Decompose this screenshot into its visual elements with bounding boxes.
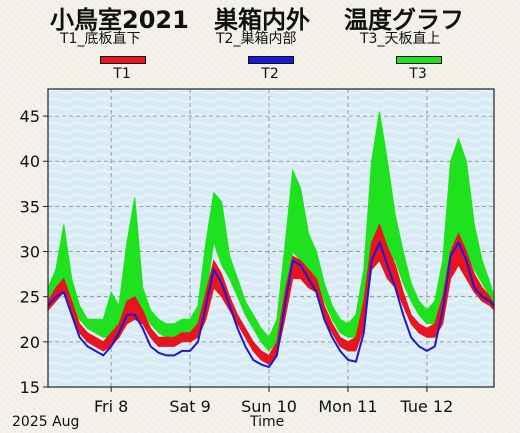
series-t2-line xyxy=(47,241,495,369)
grid-lines xyxy=(48,89,494,387)
y-tick-label: 45 xyxy=(20,107,40,126)
sensor-t1-description: T1_底板直下 xyxy=(60,31,141,47)
y-tick-label: 25 xyxy=(20,288,40,307)
y-tick-label: 30 xyxy=(20,243,40,262)
legend-swatch-t3 xyxy=(396,56,442,64)
x-tick-label: Mon 11 xyxy=(318,397,377,416)
y-tick-label: 40 xyxy=(20,152,40,171)
sensor-t2-description: T2_巣箱内部 xyxy=(216,31,297,47)
y-tick-label: 20 xyxy=(20,333,40,352)
title-site: 小鳥室2021 xyxy=(50,6,189,34)
x-tick-label: Fri 8 xyxy=(94,397,128,416)
y-tick-label: 15 xyxy=(20,378,40,397)
legend-label-t2: T2 xyxy=(261,66,279,82)
legend-swatch-t2 xyxy=(248,56,294,64)
y-tick-label: 35 xyxy=(20,197,40,216)
sensor-t3-description: T3_天板直上 xyxy=(360,31,441,47)
period-label: 2025 Aug xyxy=(12,414,80,430)
title-graph: 温度グラフ xyxy=(344,6,464,34)
plot-frame xyxy=(47,88,495,388)
axis-layer: 15 20 25 30 35 40 45 Fri 8 Sat 9 Sun 10 Mon 11 Tue … xyxy=(20,107,454,416)
x-tick-label: Tue 12 xyxy=(400,397,454,416)
x-tick-label: Sat 9 xyxy=(169,397,211,416)
x-axis-title: Time xyxy=(250,414,285,430)
legend-label-t3: T3 xyxy=(409,66,427,82)
chart-title: 小鳥室2021 巣箱内外 温度グラフ xyxy=(0,0,520,34)
title-place: 巣箱内外 xyxy=(214,6,310,34)
legend-swatch-t1 xyxy=(100,56,146,64)
x-tick-label: Sun 10 xyxy=(241,397,297,416)
legend-label-t1: T1 xyxy=(113,66,131,82)
